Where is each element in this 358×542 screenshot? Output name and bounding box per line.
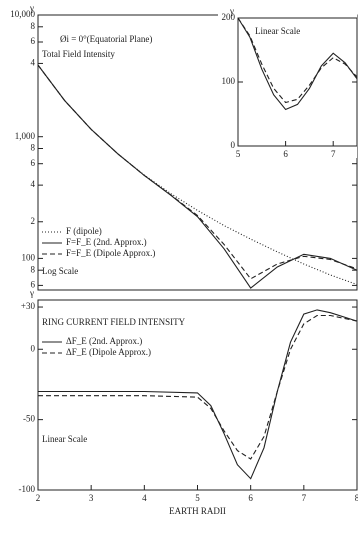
y-tick-label: 8 [31,264,36,274]
y-tick-label: 100 [22,252,36,262]
legend-label: F (dipole) [66,226,102,236]
y-tick-label: 6 [31,36,36,46]
x-tick-label: 7 [331,149,336,159]
inset-background [218,4,357,158]
x-tick-label: 6 [283,149,288,159]
y-tick-label: 4 [31,179,36,189]
y-tick-label: 10,000 [10,9,35,19]
y-tick-label: 0 [31,343,36,353]
annotation: Linear Scale [42,434,87,444]
data-line [37,64,358,286]
annotation: Log Scale [42,266,78,276]
x-tick-label: 6 [248,493,253,503]
y-tick-label: -50 [23,414,35,424]
x-tick-label: 5 [236,149,241,159]
x-tick-label: 5 [195,493,200,503]
y-tick-label: 6 [31,279,36,289]
legend-label: F=F_E (Dipole Approx.) [66,248,155,258]
y-axis-label: γ [29,288,34,298]
y-tick-label: 200 [222,12,236,22]
y-tick-label: +30 [21,301,36,311]
x-axis-label: EARTH RADII [169,506,226,516]
y-axis-label: γ [229,6,234,16]
y-tick-label: -100 [19,484,36,494]
x-tick-label: 8 [355,493,358,503]
y-tick-label: 6 [31,158,36,168]
legend-label: ΔF_E (Dipole Approx.) [66,347,151,357]
x-tick-label: 2 [36,493,41,503]
y-tick-label: 2 [31,216,36,226]
y-tick-label: 100 [222,76,236,86]
annotation: Øi = 0°(Equatorial Plane) [60,34,152,44]
data-line [38,314,358,460]
annotation: Total Field Intensity [42,49,115,59]
data-line [37,64,358,280]
x-tick-label: 4 [142,493,147,503]
legend-label: ΔF_E (2nd. Approx.) [66,336,142,346]
data-line [237,17,358,104]
x-tick-label: 7 [302,493,307,503]
y-tick-label: 1,000 [15,131,36,141]
y-tick-label: 4 [31,57,36,67]
y-axis-label: γ [29,3,34,13]
annotation: Linear Scale [255,26,300,36]
y-tick-label: 0 [231,140,236,150]
plot-frame [37,299,358,491]
data-line [38,309,358,480]
x-tick-label: 3 [89,493,94,503]
annotation: RING CURRENT FIELD INTENSITY [42,317,186,327]
y-tick-label: 8 [31,21,36,31]
legend-label: F=F_E (2nd. Approx.) [66,237,147,247]
y-tick-label: 8 [31,143,36,153]
data-line [237,17,358,111]
